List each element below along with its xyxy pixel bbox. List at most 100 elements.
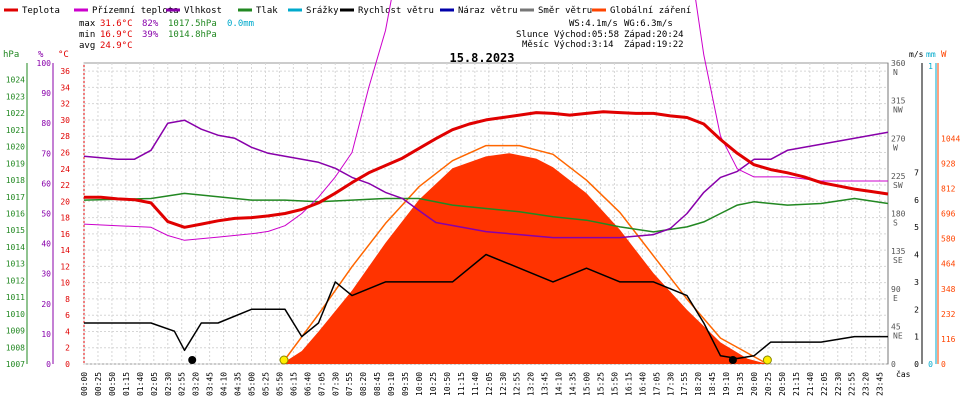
axis-temp-tick: 36: [60, 67, 70, 76]
stats-avg-label: avg: [79, 41, 95, 51]
axis-temp-tick: 32: [60, 100, 70, 109]
x-tick-label: 23:45: [876, 372, 885, 396]
x-tick-label: 01:15: [122, 372, 131, 396]
stats-max-label: max: [79, 19, 96, 29]
axis-temp-tick: 8: [65, 295, 70, 304]
x-tick-label: 15:00: [583, 372, 592, 396]
axis-w-tick: 0: [941, 360, 946, 369]
x-axis-label: čas: [896, 369, 911, 379]
x-tick-label: 12:30: [499, 372, 508, 396]
legend: Teplota Přízemní teplota Vlhkost Tlak Srážky…: [4, 6, 691, 16]
axis-pct-tick: 90: [41, 89, 51, 98]
axis-dir-compass: SW: [893, 181, 903, 190]
temperature-line: [84, 110, 889, 229]
stats-avg-temp: 24.9°C: [100, 41, 133, 51]
legend-label: Směr větru: [538, 6, 592, 16]
axis-hpa-tick: 1020: [6, 143, 25, 152]
x-tick-label: 10:00: [415, 372, 424, 396]
axis-hpa-tick: 1014: [6, 243, 25, 252]
x-tick-label: 22:30: [834, 372, 843, 396]
axis-temp-tick: 10: [60, 279, 70, 288]
stats-max-temp: 31.6°C: [100, 19, 133, 29]
x-tick-label: 03:20: [192, 372, 201, 396]
axis-ms-tick: 7: [914, 168, 919, 177]
axis-w-tick: 348: [941, 285, 956, 294]
x-tick-label: 11:40: [471, 372, 480, 396]
axis-ms-tick: 5: [914, 223, 919, 232]
x-tick-label: 21:15: [792, 372, 801, 396]
axis-w-tick: 1044: [941, 134, 960, 143]
x-tick-label: 09:10: [387, 372, 396, 396]
axis-hpa-tick: 1016: [6, 210, 25, 219]
axis-ms-tick: 3: [914, 278, 919, 287]
x-tick-label: 23:20: [862, 372, 871, 396]
axis-hpa-tick: 1013: [6, 260, 25, 269]
axis-pct-tick: 40: [41, 240, 51, 249]
axis-ms-label: m/s: [909, 50, 924, 59]
x-tick-label: 13:45: [541, 372, 550, 396]
x-tick-label: 19:35: [736, 372, 745, 396]
x-tick-label: 07:30: [331, 372, 340, 396]
x-tick-label: 09:35: [401, 372, 410, 396]
x-tick-label: 07:05: [317, 372, 326, 396]
axis-temp-label: °C: [58, 50, 69, 60]
legend-label: Vlhkost: [184, 6, 222, 16]
axis-dir-tick: 45: [891, 322, 901, 331]
axis-temp-tick: 12: [60, 262, 70, 271]
x-tick-label: 06:40: [303, 372, 312, 396]
ground-temperature-line: [83, 0, 888, 241]
x-tick-label: 11:15: [457, 372, 466, 396]
x-tick-label: 00:25: [94, 372, 103, 396]
axis-hpa-tick: 1015: [6, 226, 25, 235]
axis-temp-tick: 4: [65, 327, 70, 336]
x-tick-label: 18:45: [708, 372, 717, 396]
sunrise-marker: [279, 355, 289, 365]
axis-pct-tick: 100: [37, 59, 52, 68]
legend-label: Teplota: [22, 6, 60, 16]
radiation-theoretical-line: [280, 144, 768, 365]
axis-pct-tick: 80: [41, 119, 51, 128]
moonrise-marker: [188, 356, 197, 364]
axis-ms-tick: 1: [914, 333, 919, 342]
stats-min-press: 1014.8hPa: [168, 30, 217, 40]
sunrise-time: Východ:05:58: [554, 30, 619, 40]
axis-temp-tick: 0: [65, 360, 70, 369]
x-tick-label: 00:50: [108, 372, 117, 396]
axis-ms-tick: 0: [914, 360, 919, 369]
x-tick-label: 12:05: [485, 372, 494, 396]
axis-mm-label: mm: [926, 50, 936, 59]
moonset-time: Západ:19:22: [624, 40, 684, 50]
x-tick-label: 17:05: [652, 372, 661, 396]
stats-max-press: 1017.5hPa: [168, 19, 217, 29]
x-tick-label: 17:55: [680, 372, 689, 396]
axis-pct-tick: 10: [41, 330, 51, 339]
axis-hpa-tick: 1012: [6, 276, 25, 285]
x-tick-label: 22:05: [820, 372, 829, 396]
x-tick-label: 15:25: [596, 372, 605, 396]
axis-dir-compass: S: [893, 219, 898, 228]
axis-dir-compass: E: [893, 294, 898, 303]
x-tick-label: 05:25: [261, 372, 270, 396]
x-tick-label: 17:30: [666, 372, 675, 396]
stats-max-hum: 82%: [142, 19, 159, 29]
legend-label: Srážky: [306, 6, 339, 16]
axis-w-tick: 464: [941, 260, 956, 269]
legend-label: Rychlost větru: [358, 6, 434, 16]
axis-pct-tick: 50: [41, 210, 51, 219]
axis-pct-label: %: [38, 50, 44, 60]
axis-hpa-tick: 1017: [6, 193, 25, 202]
axis-dir-compass: SE: [893, 256, 903, 265]
axis-dir-compass: N: [893, 68, 898, 77]
axis-temp-tick: 18: [60, 214, 70, 223]
axis-w-tick: 928: [941, 159, 956, 168]
axis-temp-tick: 2: [65, 344, 70, 353]
x-tick-label: 15:50: [610, 372, 619, 396]
stats-min-temp: 16.9°C: [100, 30, 133, 40]
wind-gust-avg: WG:6.3m/s: [624, 19, 673, 29]
axis-hpa-tick: 1011: [6, 293, 25, 302]
axis-temp-tick: 26: [60, 148, 70, 157]
axis-dir-compass: NW: [893, 106, 903, 115]
legend-label: Tlak: [256, 6, 278, 16]
x-tick-label: 05:50: [275, 372, 284, 396]
